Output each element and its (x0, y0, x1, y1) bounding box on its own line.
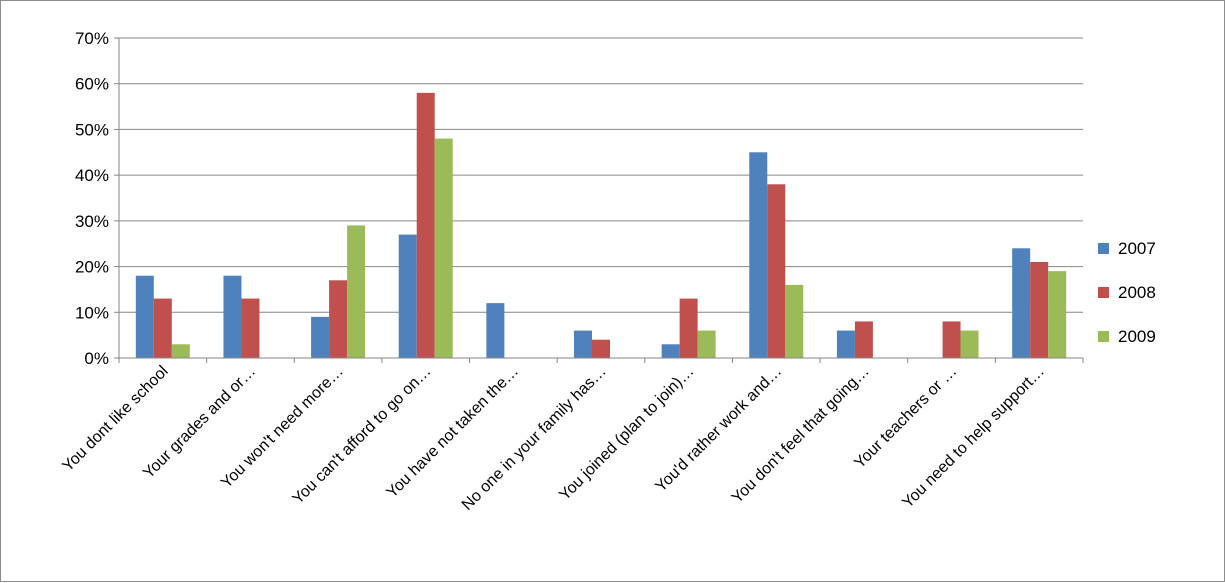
bar-2008 (592, 339, 610, 358)
bar-2009 (785, 284, 804, 358)
bar-2009 (960, 330, 979, 358)
bar-2007 (836, 330, 855, 358)
bar-2009 (434, 138, 453, 358)
y-tick-label: 10% (75, 303, 109, 322)
bar-2007 (311, 316, 330, 358)
bar-2008 (416, 92, 435, 358)
bars (135, 92, 1067, 358)
bar-2008 (854, 321, 873, 358)
bar-2007 (135, 275, 154, 358)
bar-2007 (661, 344, 680, 358)
bar-2008 (942, 321, 961, 358)
bar-2008 (767, 184, 786, 358)
y-tick-label: 30% (75, 212, 109, 231)
y-tick-label: 0% (84, 349, 109, 368)
x-category-label: You can't afford to go on… (290, 363, 435, 508)
y-tick-label: 40% (75, 166, 109, 185)
x-category-label: You need to help support… (899, 363, 1048, 512)
bar-2008 (1030, 262, 1049, 358)
y-tick-label: 60% (75, 75, 109, 94)
bar-2009 (697, 330, 716, 358)
gridlines (119, 37, 1083, 313)
legend-swatch-2007 (1098, 243, 1109, 254)
bar-2007 (398, 234, 417, 358)
bar-2008 (153, 298, 172, 358)
bar-2008 (329, 280, 348, 358)
bar-2009 (347, 225, 366, 358)
bar-2007 (223, 275, 242, 358)
bar-2008 (241, 298, 260, 358)
bar-2008 (679, 298, 698, 358)
legend-swatch-2008 (1098, 287, 1109, 298)
legend: 2007 2008 2009 (1098, 239, 1156, 346)
legend-label: 2008 (1118, 283, 1156, 302)
legend-label: 2007 (1118, 239, 1156, 258)
bar-2007 (574, 330, 592, 358)
bar-2009 (171, 344, 190, 358)
y-tick-label: 20% (75, 258, 109, 277)
y-tick-label: 50% (75, 120, 109, 139)
bar-2007 (1012, 248, 1031, 358)
y-tick-label: 70% (75, 29, 109, 48)
legend-swatch-2009 (1098, 331, 1109, 342)
bar-2007 (486, 303, 505, 358)
y-tick-labels: 0% 10% 20% 30% 40% 50% 60% 70% (75, 29, 109, 368)
legend-label: 2009 (1118, 327, 1156, 346)
x-category-label: No one in your family has… (459, 363, 610, 514)
axes (114, 37, 1084, 363)
bar-2007 (749, 152, 768, 358)
bar-2009 (1048, 271, 1067, 358)
